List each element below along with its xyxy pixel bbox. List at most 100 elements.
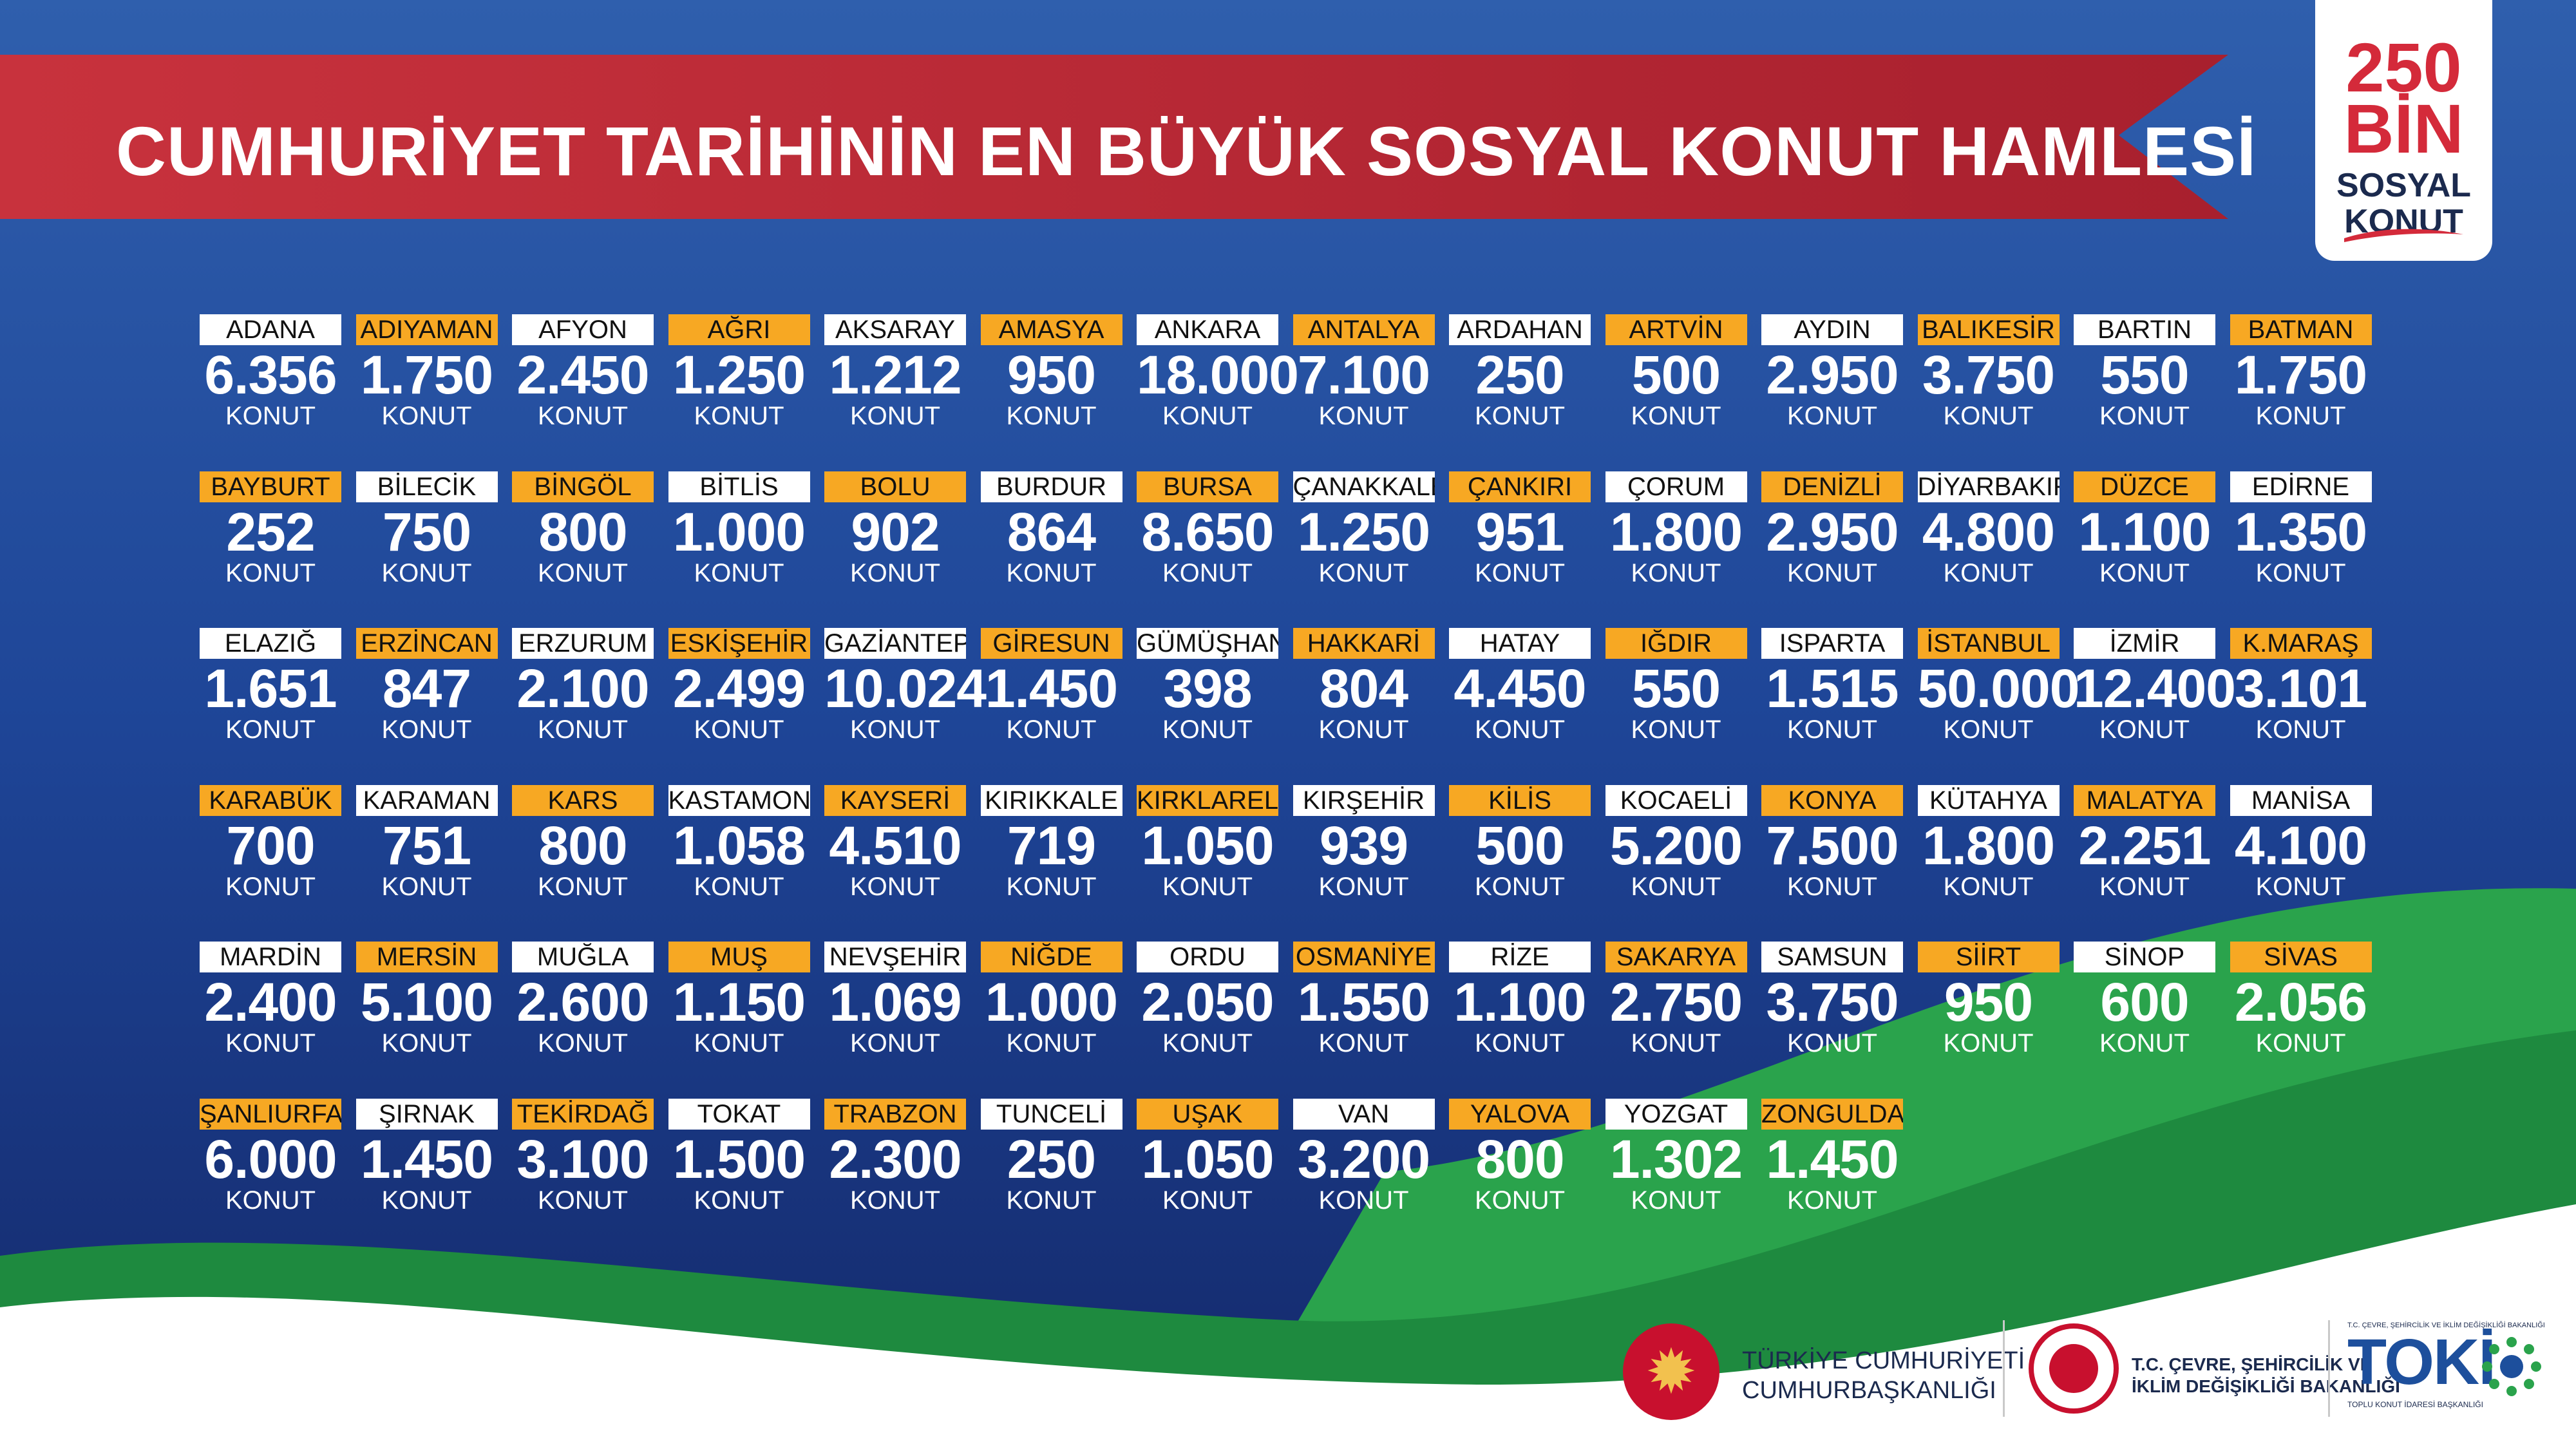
city-name: BAYBURT <box>200 471 341 502</box>
city-name: KIRKLARELİ <box>1137 784 1278 816</box>
city-unit: KONUT <box>538 402 628 430</box>
city-unit: KONUT <box>1162 558 1253 587</box>
city-name: HATAY <box>1449 628 1591 659</box>
city-value: 12.400 <box>2074 658 2236 719</box>
city-cell: BURDUR 864 KONUT <box>980 471 1122 613</box>
city-name: KIRIKKALE <box>980 784 1122 816</box>
city-name: K.MARAŞ <box>2230 628 2372 659</box>
toki-wordmark: TOKİ <box>2347 1326 2496 1398</box>
city-name: SİNOP <box>2074 942 2215 972</box>
city-unit: KONUT <box>2099 715 2190 744</box>
city-value: 719 <box>1007 815 1096 876</box>
city-name: ESKİŞEHİR <box>668 628 810 659</box>
city-unit: KONUT <box>381 558 472 587</box>
city-name: GAZİANTEP <box>824 628 966 659</box>
city-value: 1.450 <box>360 1128 493 1189</box>
city-cell: NEVŞEHİR 1.069 KONUT <box>824 942 966 1083</box>
city-unit: KONUT <box>381 1186 472 1215</box>
city-value: 50.000 <box>1917 658 2080 719</box>
city-unit: KONUT <box>381 715 472 744</box>
city-name: ZONGULDAK <box>1761 1098 1903 1130</box>
city-unit: KONUT <box>1318 872 1409 901</box>
city-unit: KONUT <box>1162 1186 1253 1215</box>
city-value: 500 <box>1631 345 1721 405</box>
city-name: ANTALYA <box>1293 314 1435 345</box>
city-value: 5.100 <box>360 972 493 1032</box>
city-unit: KONUT <box>1006 715 1097 744</box>
city-unit: KONUT <box>1006 1186 1097 1215</box>
city-cell: BİLECİK 750 KONUT <box>355 471 498 613</box>
city-unit: KONUT <box>1943 558 2034 587</box>
city-value: 2.950 <box>1766 345 1899 405</box>
city-unit: KONUT <box>1318 1186 1409 1215</box>
city-value: 1.250 <box>1297 501 1430 562</box>
city-unit: KONUT <box>381 872 472 901</box>
city-name: NEVŞEHİR <box>824 942 966 972</box>
city-cell: AĞRI 1.250 KONUT <box>668 314 810 456</box>
city-unit: KONUT <box>1943 1029 2034 1057</box>
city-value: 950 <box>1944 972 2033 1032</box>
city-value: 1.212 <box>829 345 961 405</box>
city-cell: ANKARA 18.000 KONUT <box>1137 314 1299 456</box>
city-unit: KONUT <box>1162 1029 1253 1057</box>
city-value: 700 <box>226 815 315 876</box>
city-unit: KONUT <box>694 558 784 587</box>
city-cell: ÇANKIRI 951 KONUT <box>1449 471 1591 613</box>
city-name: KARAMAN <box>355 784 498 816</box>
city-unit: KONUT <box>2099 872 2190 901</box>
city-name: ANKARA <box>1137 314 1278 345</box>
presidency-name: TÜRKİYE CUMHURİYETİ CUMHURBAŞKANLIĞI <box>1742 1346 2025 1405</box>
city-name: DÜZCE <box>2074 471 2215 502</box>
city-name: GİRESUN <box>980 628 1122 659</box>
city-name: IĞDIR <box>1605 628 1747 659</box>
city-unit: KONUT <box>2099 402 2190 430</box>
city-value: 600 <box>2100 972 2189 1032</box>
city-value: 398 <box>1163 658 1252 719</box>
city-name: AĞRI <box>668 314 810 345</box>
city-unit: KONUT <box>381 1029 472 1057</box>
city-unit: KONUT <box>850 1029 940 1057</box>
city-name: MANİSA <box>2230 784 2372 816</box>
city-name: OSMANİYE <box>1293 942 1435 972</box>
city-unit: KONUT <box>1787 1029 1877 1057</box>
city-name: BİNGÖL <box>512 471 654 502</box>
city-value: 1.550 <box>1297 972 1430 1032</box>
city-name: AYDIN <box>1761 314 1903 345</box>
city-value: 1.750 <box>2234 345 2367 405</box>
city-value: 1.500 <box>672 1128 806 1189</box>
city-name: NİĞDE <box>980 942 1122 972</box>
ministry-line1: T.C. ÇEVRE, ŞEHİRCİLİK VE <box>2132 1354 2372 1374</box>
city-unit: KONUT <box>694 402 784 430</box>
city-unit: KONUT <box>850 1186 940 1215</box>
city-name: TEKİRDAĞ <box>512 1098 654 1130</box>
city-value: 864 <box>1007 501 1096 562</box>
city-unit: KONUT <box>225 402 316 430</box>
white-wave <box>0 1204 2576 1449</box>
city-unit: KONUT <box>1943 715 2034 744</box>
city-unit: KONUT <box>850 402 940 430</box>
city-unit: KONUT <box>1318 1029 1409 1057</box>
city-name: AKSARAY <box>824 314 966 345</box>
city-value: 6.000 <box>204 1128 337 1189</box>
city-name: UŞAK <box>1137 1098 1278 1130</box>
city-value: 2.056 <box>2234 972 2367 1032</box>
city-name: ÇORUM <box>1605 471 1747 502</box>
city-unit: KONUT <box>694 872 784 901</box>
city-value: 2.050 <box>1141 972 1274 1032</box>
city-value: 2.750 <box>1609 972 1743 1032</box>
city-cell: K.MARAŞ 3.101 KONUT <box>2230 628 2372 770</box>
presidency-line2: CUMHURBAŞKANLIĞI <box>1742 1377 1996 1404</box>
city-cell: İSTANBUL 50.000 KONUT <box>1917 628 2080 770</box>
city-value: 8.650 <box>1141 501 1274 562</box>
city-name: MUŞ <box>668 942 810 972</box>
city-value: 3.750 <box>1766 972 1899 1032</box>
city-value: 250 <box>1475 345 1564 405</box>
city-unit: KONUT <box>1318 715 1409 744</box>
badge-sosyal: SOSYAL <box>2336 167 2472 204</box>
city-cell: KARAMAN 751 KONUT <box>355 784 498 927</box>
city-cell: İZMİR 12.400 KONUT <box>2074 628 2236 770</box>
city-unit: KONUT <box>850 872 940 901</box>
city-name: MALATYA <box>2074 784 2215 816</box>
city-cell: ŞANLIURFA 6.000 KONUT <box>200 1098 341 1240</box>
